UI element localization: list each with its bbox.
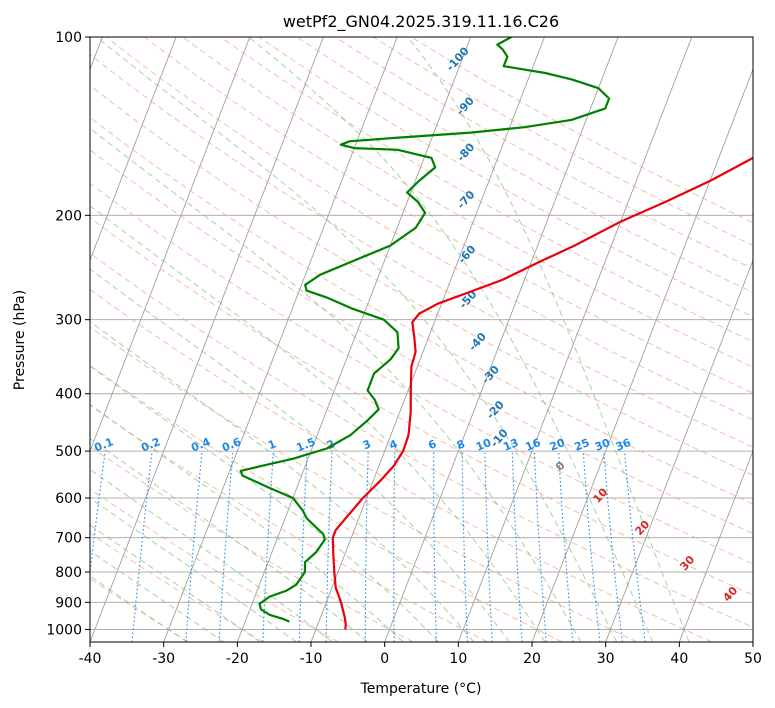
mixing-ratio-lines [90,451,646,642]
chart-title: wetPf2_GN04.2025.319.11.16.C26 [283,12,559,32]
isotherm-line [90,37,177,262]
dry-adiabat [90,182,753,565]
mixing-ratio-label: 16 [524,436,543,454]
mixing-ratio-label: 8 [455,437,467,452]
dry-adiabat [90,404,488,642]
moist-adiabat [90,320,475,642]
x-tick-label: 0 [380,651,389,667]
y-tick-label: 900 [55,595,82,611]
moist-adiabat [90,524,261,642]
y-tick-label: 1000 [46,622,82,638]
mixing-ratio-label: 1 [266,437,278,452]
profile-series [239,37,753,630]
dry-adiabat [90,217,753,596]
mixing-ratio-line [185,451,203,642]
dry-adiabat [90,116,753,505]
isotherm-line [90,37,324,642]
dry-adiabat [90,532,264,642]
dry-adiabat [220,37,753,343]
x-tick-label: -10 [300,651,323,667]
x-tick-label: 10 [449,651,467,667]
dry-adiabat [90,445,414,642]
y-tick-label: 500 [55,444,82,460]
moist-adiabats [90,37,690,642]
x-tick-label: -20 [226,651,249,667]
plot-area: -100-90-80-70-60-50-40-30-20-10010203040… [90,37,753,642]
y-tick-label: 100 [55,30,82,46]
mixing-ratio-label: 2 [325,437,337,452]
x-tick-label: -30 [152,651,175,667]
mixing-ratio-label: 3 [361,437,373,452]
moist-adiabat [90,127,582,642]
moist-adiabat [96,37,618,642]
dry-adiabat [90,84,753,476]
y-tick-label: 200 [55,208,82,224]
isotherm-line [384,37,619,642]
x-tick-label: 30 [597,651,615,667]
y-tick-label: 300 [55,313,82,329]
moist-adiabat [407,37,690,642]
dry-adiabat [90,53,753,448]
dry-adiabat [296,37,753,294]
x-axis-label: Temperature (°C) [360,681,482,697]
moist-adiabat [90,497,297,642]
mixing-ratio-label: 30 [593,436,612,454]
moist-adiabat [90,575,188,642]
y-axis-label: Pressure (hPa) [12,290,28,390]
x-tick-label: 20 [523,651,541,667]
dry-adiabat [90,364,563,642]
y-tick-label: 700 [55,531,82,547]
x-tick-label: 40 [670,651,688,667]
isotherm-line [163,37,398,642]
moist-adiabat [90,205,546,642]
x-tick-label: 50 [744,651,762,667]
dewpoint-profile-line [239,37,611,623]
axes: -40 -30 -20 -10 0 10 20 30 40 50 100 200 300 400 500 60… [46,30,762,667]
y-tick-label: 800 [55,565,82,581]
mixing-ratio-label: 36 [614,436,633,454]
dry-adiabat [182,37,753,368]
mixing-ratio-label: 25 [572,436,591,454]
x-tick-label: -40 [79,651,102,667]
mixing-ratio-line [582,451,601,642]
moist-adiabat [90,550,225,642]
moist-adiabat [248,37,654,642]
isotherm-line [531,68,753,642]
isotherm-line [605,258,753,642]
mixing-ratio-line [90,451,106,577]
y-tick-label: 600 [55,491,82,507]
dry-adiabats [90,37,753,642]
moist-adiabat [90,268,510,642]
temperature-profile-line [331,156,753,630]
mixing-ratio-label: 20 [548,436,567,454]
moist-adiabat [90,403,404,642]
mixing-ratio-line [131,451,153,642]
mixing-ratio-line [624,451,646,642]
isotherm-line [678,449,753,642]
isotherm-line [90,37,251,453]
mixing-ratio-label: 10 [474,436,493,454]
moist-adiabat [90,438,369,642]
isotherm-line [457,37,693,642]
mixing-ratio-line [603,451,623,642]
plot-frame [89,36,754,643]
mixing-ratio-line [558,451,574,642]
dry-adiabat [90,252,753,628]
isotherm-line [236,37,472,642]
y-tick-label: 400 [55,387,82,403]
mixing-ratio-label: 13 [501,436,520,454]
